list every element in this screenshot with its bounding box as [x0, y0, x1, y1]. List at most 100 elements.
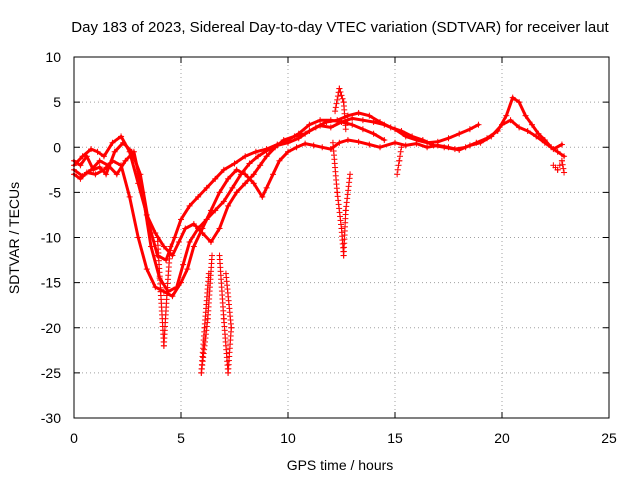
data-point [466, 126, 473, 133]
data-point [488, 133, 495, 140]
data-point [103, 171, 110, 178]
data-point [398, 144, 405, 151]
data-point [207, 207, 214, 214]
data-point [143, 266, 150, 273]
series-spike-5 [332, 85, 349, 133]
data-point [306, 121, 313, 128]
data-point [190, 243, 197, 250]
data-point [516, 99, 523, 106]
chart-title: Day 183 of 2023, Sidereal Day-to-day VTE… [71, 19, 609, 36]
data-point [377, 144, 384, 151]
data-point [381, 137, 388, 144]
data-point [109, 139, 116, 146]
data-point [556, 162, 563, 169]
data-point [96, 164, 103, 171]
data-point [533, 133, 540, 140]
series-spike-4 [329, 139, 354, 259]
data-point [558, 141, 565, 148]
data-point [395, 162, 402, 169]
data-point [333, 100, 340, 107]
data-point [550, 146, 557, 153]
data-point [263, 184, 270, 191]
series-track-b-trace [72, 116, 480, 294]
series-spike-7 [550, 157, 568, 176]
data-point [250, 171, 257, 178]
data-point [233, 166, 240, 173]
data-point [270, 171, 277, 178]
data-point [522, 112, 529, 119]
data-point [366, 141, 373, 148]
data-point [233, 189, 240, 196]
data-point [160, 243, 167, 250]
data-point [509, 94, 516, 101]
axis-ticks: 0 5 10 15 20 25 -30 -25 -20 -15 -10 -5 0 5 10 [41, 49, 617, 446]
data-point [225, 202, 232, 209]
data-point [186, 202, 193, 209]
x-axis-label: GPS time / hours [287, 457, 394, 473]
data-point [339, 95, 346, 102]
data-point [118, 133, 125, 140]
data-point [190, 220, 197, 227]
y-tick-label: -30 [41, 410, 61, 426]
data-point [332, 108, 339, 115]
data-point [323, 118, 330, 125]
data-point [263, 147, 270, 154]
data-point [413, 140, 420, 147]
data-point [94, 148, 101, 155]
data-point [100, 153, 107, 160]
data-point [445, 144, 452, 151]
data-point [337, 88, 344, 95]
data-point [285, 148, 291, 155]
data-point [257, 162, 264, 169]
data-point [336, 139, 343, 146]
data-point [152, 284, 159, 291]
data-point [503, 112, 510, 119]
data-point [250, 180, 257, 187]
data-point [402, 142, 409, 149]
data-point [163, 257, 170, 264]
data-point [88, 146, 95, 153]
data-point [169, 252, 176, 259]
data-point [355, 109, 362, 116]
data-point [475, 121, 482, 128]
y-tick-label: -20 [41, 320, 61, 336]
data-point [398, 128, 405, 135]
data-point [396, 153, 403, 160]
data-point [342, 126, 349, 133]
data-point [203, 184, 210, 191]
data-point [554, 166, 561, 173]
data-point [302, 130, 309, 137]
data-point [242, 153, 249, 160]
data-point [122, 157, 129, 164]
data-point [222, 270, 229, 277]
data-point [344, 112, 351, 119]
plot-area [71, 85, 568, 376]
data-point [100, 166, 107, 173]
x-tick-label: 20 [494, 430, 510, 446]
data-point [272, 144, 279, 151]
data-point [148, 243, 155, 250]
y-tick-label: -25 [41, 365, 61, 381]
data-point [225, 175, 232, 182]
data-point [109, 157, 116, 164]
data-point [186, 239, 193, 246]
data-point [184, 266, 191, 273]
data-point [349, 115, 356, 122]
data-point [77, 162, 84, 169]
data-point [92, 171, 99, 178]
data-point [135, 180, 142, 187]
data-point [180, 261, 187, 268]
data-point [229, 184, 236, 191]
data-point [477, 139, 484, 146]
data-point [143, 211, 150, 218]
data-point [167, 243, 174, 250]
data-point [554, 148, 561, 155]
data-point [349, 121, 356, 128]
series-spike-2 [198, 252, 216, 376]
x-tick-label: 5 [177, 430, 185, 446]
data-point [394, 166, 401, 173]
data-point [394, 171, 401, 178]
data-point [276, 157, 283, 164]
data-point [359, 117, 366, 124]
data-point [558, 157, 565, 164]
